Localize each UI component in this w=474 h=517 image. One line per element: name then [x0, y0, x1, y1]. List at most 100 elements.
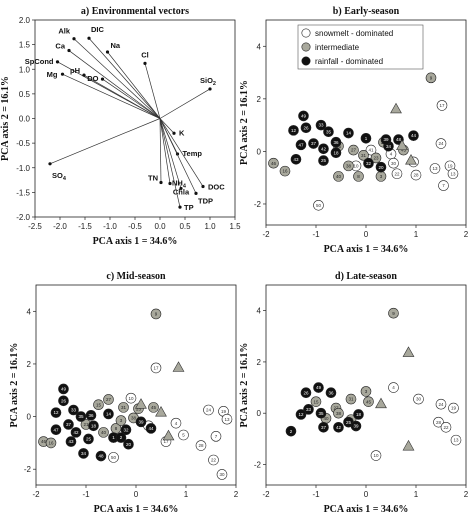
point-label: 26: [303, 125, 309, 130]
rainfall-point: [303, 404, 314, 415]
legend-marker: [301, 28, 311, 38]
rainfall-point: [380, 134, 392, 145]
point-label: 10: [353, 163, 359, 168]
point-label: 28: [413, 173, 419, 178]
rainfall-point: [360, 132, 372, 144]
intermediate-point: [333, 407, 344, 419]
rainfall-point: [308, 138, 319, 149]
rainfall-point: [58, 395, 69, 407]
x-axis-label: PCA axis 1 = 34.6%: [324, 504, 409, 515]
triangle-point: [390, 102, 402, 114]
snowmelt-point: [125, 392, 137, 404]
point-label: 1: [112, 435, 115, 440]
snowmelt-point: [436, 100, 448, 111]
rainfall-point: [115, 432, 127, 443]
point-label: 25: [346, 420, 352, 425]
snowmelt-point: [388, 157, 399, 169]
point-label: 5: [182, 433, 185, 438]
triangle-point: [402, 439, 415, 451]
point-label: 40: [336, 174, 342, 179]
rainfall-point: [325, 387, 337, 398]
point-label: 50: [316, 203, 322, 208]
intermediate-point: [150, 308, 162, 320]
triangle-point: [172, 361, 185, 372]
vector-line: [159, 118, 204, 187]
intermediate-point: [425, 72, 437, 84]
point-label: 18: [356, 412, 362, 417]
vector-line: [159, 118, 171, 184]
point-label: 37: [66, 422, 72, 427]
point-label: 39: [353, 424, 359, 429]
vector-label: SpCond: [25, 57, 54, 66]
point-label: 20: [126, 442, 132, 447]
x-tick-label: -1: [82, 490, 90, 499]
x-tick-label: 1: [184, 490, 189, 499]
x-tick-label: -0.5: [128, 222, 142, 231]
x-axis-label: PCA axis 1 = 34.6%: [93, 236, 178, 247]
rainfall-point: [288, 125, 299, 136]
point-label: 10: [128, 396, 134, 401]
point-label: 30: [219, 472, 225, 477]
intermediate-point: [279, 165, 291, 177]
point-label: 7: [442, 183, 445, 188]
point-label: 36: [88, 413, 94, 418]
vector-tip: [87, 36, 91, 40]
point-label: 13: [450, 171, 456, 176]
vector-tip: [179, 186, 183, 191]
intermediate-point: [118, 402, 129, 413]
rainfall-point: [88, 420, 99, 432]
point-label: 22: [443, 425, 449, 430]
point-label: 12: [291, 128, 297, 133]
point-label: 13: [224, 417, 230, 422]
y-tick-label: 0.5: [19, 90, 31, 99]
vector-tip: [105, 50, 110, 54]
triangle-point: [155, 406, 167, 417]
rainfall-point: [58, 383, 69, 395]
vector-line: [159, 118, 181, 208]
y-tick-label: 0: [27, 413, 32, 422]
vector-label: DO: [87, 74, 98, 83]
point-label: 26: [303, 390, 309, 395]
point-label: 17: [153, 365, 159, 370]
intermediate-point: [45, 437, 57, 449]
point-label: 46: [41, 439, 47, 444]
point-label: 9: [430, 75, 433, 80]
vector-line: [88, 37, 161, 119]
point-label: 38: [346, 163, 352, 168]
point-label: 38: [336, 411, 342, 416]
y-axis-label: PCA axis 2 = 16.1%: [0, 76, 11, 161]
point-label: 8: [357, 174, 360, 179]
vector-tip: [168, 181, 172, 186]
point-label: 19: [451, 406, 457, 411]
vector-line: [159, 118, 182, 189]
rainfall-point: [350, 420, 362, 432]
snowmelt-point: [170, 417, 182, 429]
point-label: 43: [293, 157, 299, 162]
point-label: 24: [206, 408, 212, 413]
intermediate-point: [358, 150, 369, 161]
rainfall-point: [343, 127, 354, 139]
point-label: 41: [368, 148, 374, 153]
point-label: 31: [361, 153, 367, 158]
vector-label: Cl: [141, 50, 149, 59]
y-tick-label: 4: [257, 307, 262, 316]
x-tick-label: 1: [414, 230, 419, 239]
intermediate-point: [103, 394, 114, 405]
point-label: 30: [416, 397, 422, 402]
snowmelt-point: [435, 138, 447, 149]
rainfall-point: [135, 416, 147, 428]
snowmelt-point: [435, 398, 447, 410]
vector-tip: [60, 72, 65, 76]
point-label: 16: [48, 440, 54, 445]
point-label: 35: [78, 414, 84, 419]
point-label: 15: [313, 399, 319, 404]
rainfall-point: [95, 450, 107, 462]
x-tick-label: 1: [414, 490, 419, 499]
panel-title: c) Mid-season: [106, 271, 166, 282]
snowmelt-point: [365, 144, 377, 156]
vector-line: [73, 38, 161, 119]
snowmelt-point: [388, 382, 399, 393]
rainfall-point: [65, 436, 77, 447]
snowmelt-point: [447, 168, 459, 180]
vector-label: Alk: [58, 27, 71, 36]
